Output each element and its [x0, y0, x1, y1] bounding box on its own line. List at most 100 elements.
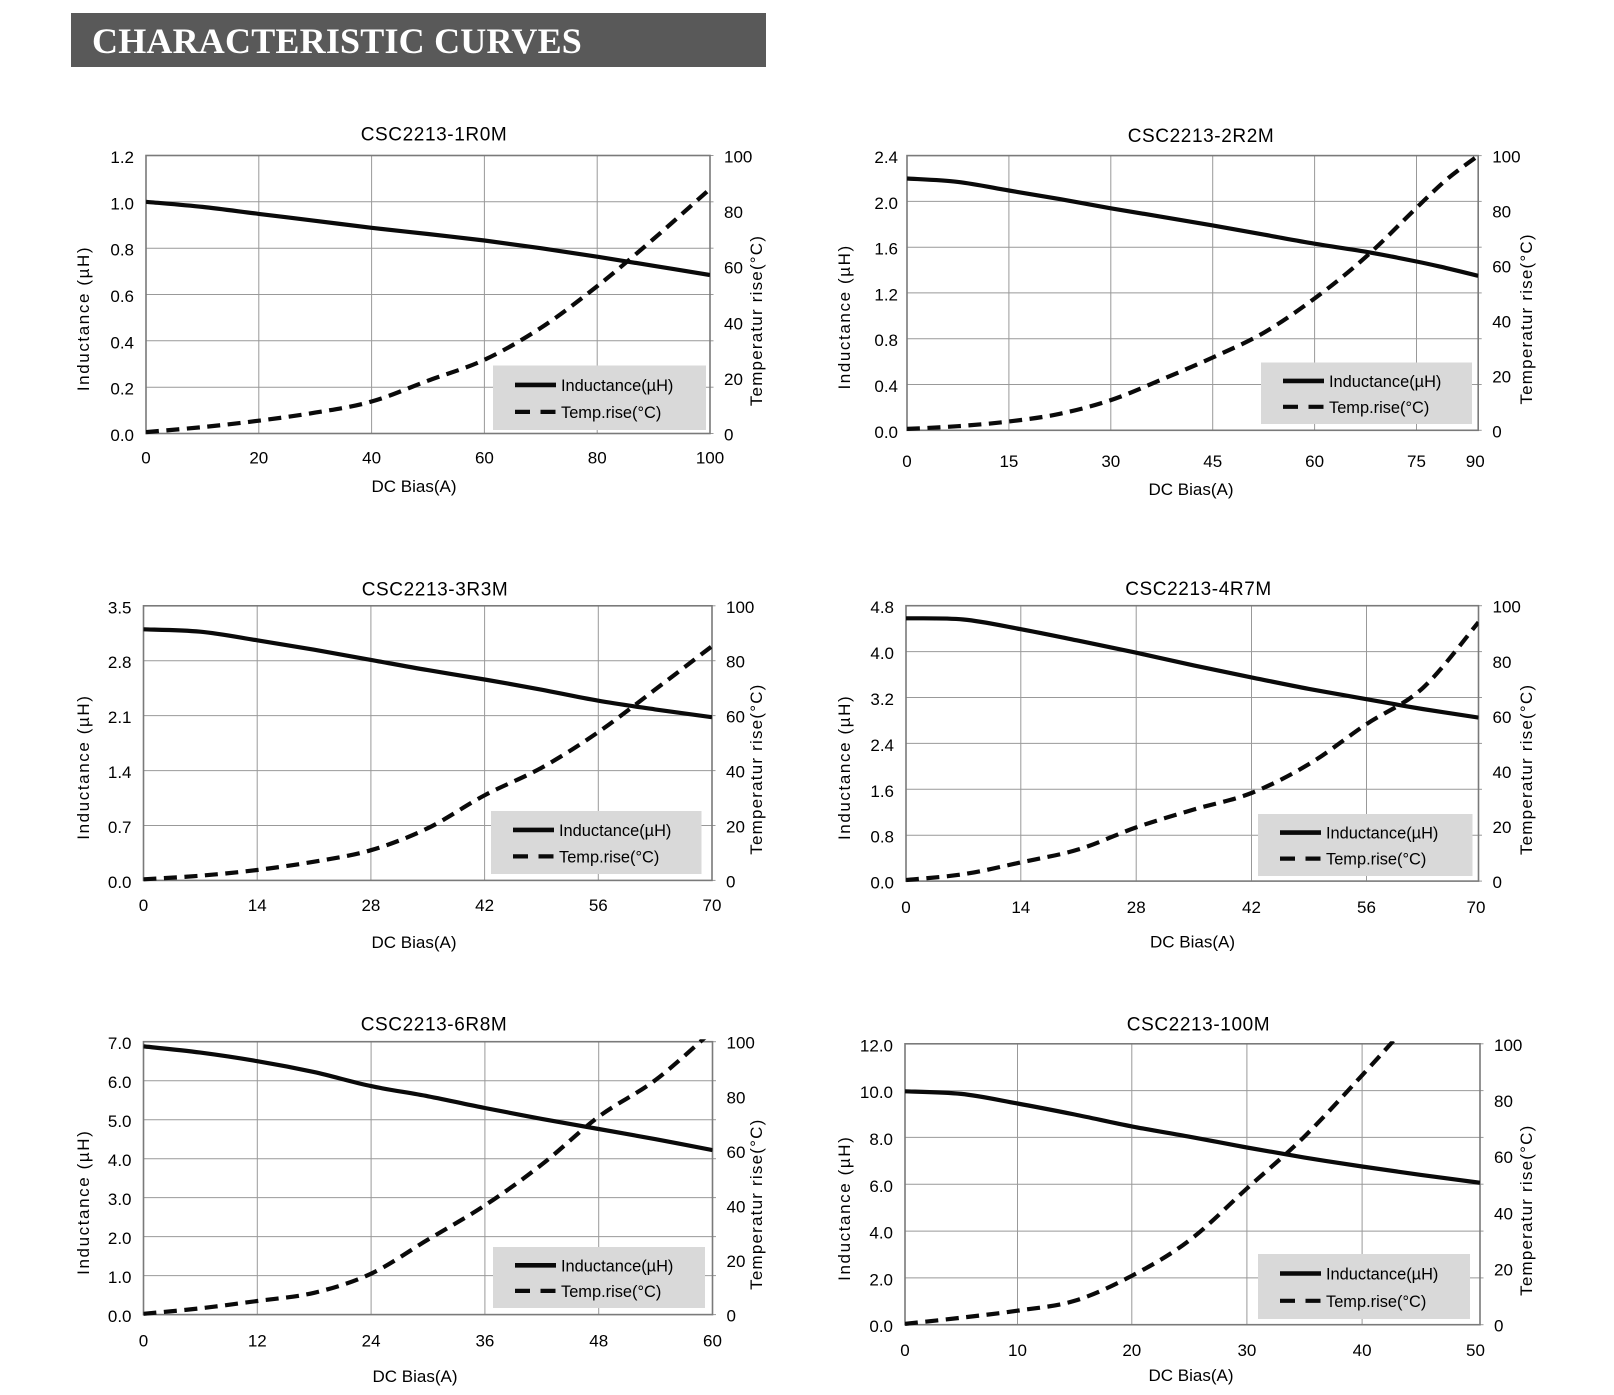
svg-text:4.0: 4.0	[870, 644, 894, 663]
svg-text:20: 20	[1493, 818, 1512, 837]
svg-text:1.2: 1.2	[874, 285, 898, 304]
svg-text:20: 20	[724, 370, 743, 389]
svg-text:0: 0	[726, 872, 735, 891]
svg-text:Temperatur rise(°C): Temperatur rise(°C)	[1517, 233, 1536, 404]
svg-text:2.0: 2.0	[874, 194, 898, 213]
svg-text:60: 60	[1305, 452, 1324, 471]
svg-text:0.6: 0.6	[110, 287, 134, 306]
svg-text:0: 0	[901, 898, 910, 917]
svg-text:0: 0	[902, 452, 911, 471]
svg-text:1.0: 1.0	[108, 1268, 132, 1287]
svg-text:0: 0	[900, 1341, 909, 1360]
svg-text:2.0: 2.0	[869, 1270, 893, 1289]
svg-text:40: 40	[724, 314, 743, 333]
svg-text:4.0: 4.0	[869, 1224, 893, 1243]
svg-text:DC Bias(A): DC Bias(A)	[1150, 933, 1235, 952]
svg-text:3.2: 3.2	[870, 690, 894, 709]
svg-text:48: 48	[589, 1332, 608, 1351]
svg-text:12: 12	[248, 1332, 267, 1351]
svg-text:0: 0	[1494, 1317, 1503, 1336]
svg-text:20: 20	[1492, 367, 1511, 386]
svg-text:Temperatur rise(°C): Temperatur rise(°C)	[1517, 1125, 1536, 1296]
svg-text:CSC2213-100M: CSC2213-100M	[1127, 1015, 1270, 1036]
svg-text:40: 40	[1493, 763, 1512, 782]
svg-text:2.0: 2.0	[108, 1229, 132, 1248]
svg-text:Inductance (µH): Inductance (µH)	[74, 1130, 93, 1275]
svg-text:Inductance(µH): Inductance(µH)	[559, 822, 671, 840]
svg-text:2.4: 2.4	[870, 736, 894, 755]
svg-text:Inductance (µH): Inductance (µH)	[835, 1136, 854, 1281]
svg-text:0: 0	[1493, 873, 1502, 892]
svg-text:30: 30	[1101, 452, 1120, 471]
svg-text:Inductance (µH): Inductance (µH)	[74, 694, 93, 839]
svg-text:24: 24	[362, 1332, 381, 1351]
svg-text:36: 36	[475, 1332, 494, 1351]
svg-text:2.1: 2.1	[108, 708, 132, 727]
svg-text:0.8: 0.8	[874, 331, 898, 350]
svg-text:56: 56	[1357, 898, 1376, 917]
svg-text:40: 40	[1494, 1204, 1513, 1223]
svg-text:DC Bias(A): DC Bias(A)	[371, 933, 456, 952]
svg-text:0.7: 0.7	[108, 818, 132, 837]
svg-text:0.0: 0.0	[870, 874, 894, 893]
svg-text:0: 0	[141, 449, 150, 468]
svg-text:80: 80	[724, 203, 743, 222]
svg-text:Temp.rise(°C): Temp.rise(°C)	[1326, 1293, 1426, 1311]
svg-text:6.0: 6.0	[869, 1177, 893, 1196]
svg-text:90: 90	[1466, 452, 1485, 471]
svg-text:80: 80	[588, 449, 607, 468]
svg-text:20: 20	[727, 1252, 746, 1271]
svg-text:CSC2213-1R0M: CSC2213-1R0M	[361, 125, 508, 146]
svg-text:42: 42	[475, 896, 494, 915]
svg-text:3.5: 3.5	[108, 598, 132, 617]
svg-text:60: 60	[475, 449, 494, 468]
svg-text:20: 20	[1494, 1261, 1513, 1280]
svg-text:Temperatur rise(°C): Temperatur rise(°C)	[747, 1119, 766, 1290]
svg-text:100: 100	[726, 598, 754, 617]
svg-text:Inductance (µH): Inductance (µH)	[74, 246, 93, 391]
svg-text:40: 40	[362, 449, 381, 468]
svg-text:60: 60	[727, 1143, 746, 1162]
svg-text:Inductance(µH): Inductance(µH)	[1326, 1266, 1438, 1284]
svg-text:Inductance (µH): Inductance (µH)	[835, 695, 854, 840]
svg-text:50: 50	[1466, 1341, 1485, 1360]
svg-text:0.4: 0.4	[874, 377, 898, 396]
svg-text:Inductance (µH): Inductance (µH)	[835, 244, 854, 389]
svg-text:2.4: 2.4	[874, 148, 898, 167]
svg-text:0.0: 0.0	[869, 1317, 893, 1336]
svg-text:7.0: 7.0	[108, 1034, 132, 1053]
svg-text:DC Bias(A): DC Bias(A)	[1148, 1366, 1233, 1385]
svg-text:DC Bias(A): DC Bias(A)	[1148, 480, 1233, 499]
svg-text:20: 20	[726, 818, 745, 837]
svg-text:15: 15	[999, 452, 1018, 471]
svg-text:28: 28	[1127, 898, 1146, 917]
svg-text:100: 100	[696, 449, 724, 468]
svg-text:10.0: 10.0	[860, 1083, 893, 1102]
svg-text:CSC2213-4R7M: CSC2213-4R7M	[1125, 579, 1272, 600]
svg-text:0: 0	[139, 896, 148, 915]
svg-text:Temp.rise(°C): Temp.rise(°C)	[559, 848, 659, 866]
svg-text:DC Bias(A): DC Bias(A)	[371, 477, 456, 496]
svg-text:80: 80	[727, 1088, 746, 1107]
svg-text:0: 0	[1492, 422, 1501, 441]
svg-text:1.0: 1.0	[110, 194, 134, 213]
svg-text:40: 40	[726, 763, 745, 782]
svg-text:80: 80	[726, 653, 745, 672]
svg-text:20: 20	[249, 449, 268, 468]
svg-text:100: 100	[1492, 148, 1520, 167]
svg-text:Temperatur rise(°C): Temperatur rise(°C)	[747, 235, 766, 406]
svg-text:0.2: 0.2	[110, 380, 134, 399]
svg-text:14: 14	[1011, 898, 1030, 917]
svg-text:12.0: 12.0	[860, 1036, 893, 1055]
svg-text:100: 100	[724, 148, 752, 167]
svg-text:0.0: 0.0	[874, 423, 898, 442]
svg-text:70: 70	[1467, 898, 1486, 917]
svg-text:0.0: 0.0	[108, 1307, 132, 1326]
svg-text:4.8: 4.8	[870, 598, 894, 617]
svg-text:40: 40	[727, 1197, 746, 1216]
svg-text:Temperatur rise(°C): Temperatur rise(°C)	[747, 683, 766, 854]
svg-text:1.4: 1.4	[108, 763, 132, 782]
svg-text:60: 60	[1492, 258, 1511, 277]
svg-text:Inductance(µH): Inductance(µH)	[561, 1257, 673, 1275]
svg-text:14: 14	[248, 896, 267, 915]
